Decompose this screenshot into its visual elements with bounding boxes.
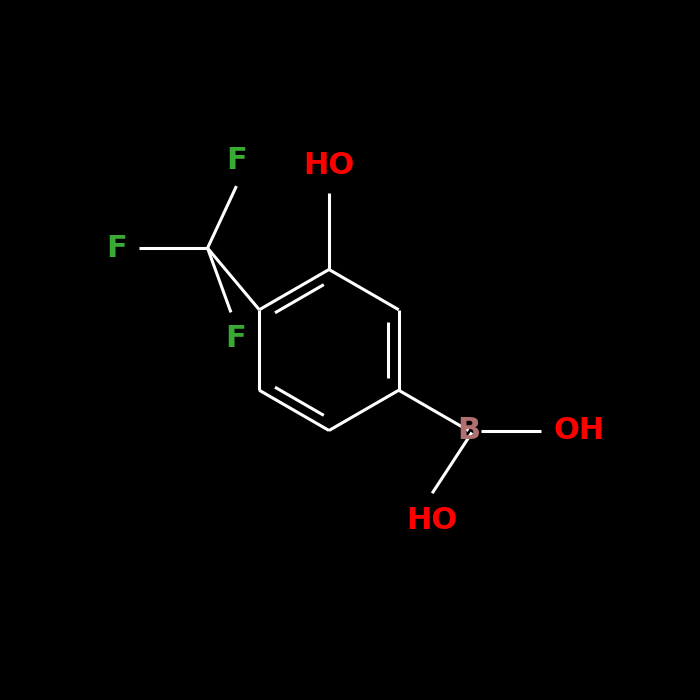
Text: B: B	[457, 416, 480, 445]
Text: F: F	[106, 234, 127, 262]
Text: F: F	[225, 323, 246, 353]
Text: F: F	[226, 146, 247, 175]
Text: HO: HO	[303, 151, 355, 181]
Text: HO: HO	[407, 506, 458, 535]
Text: OH: OH	[554, 416, 605, 445]
